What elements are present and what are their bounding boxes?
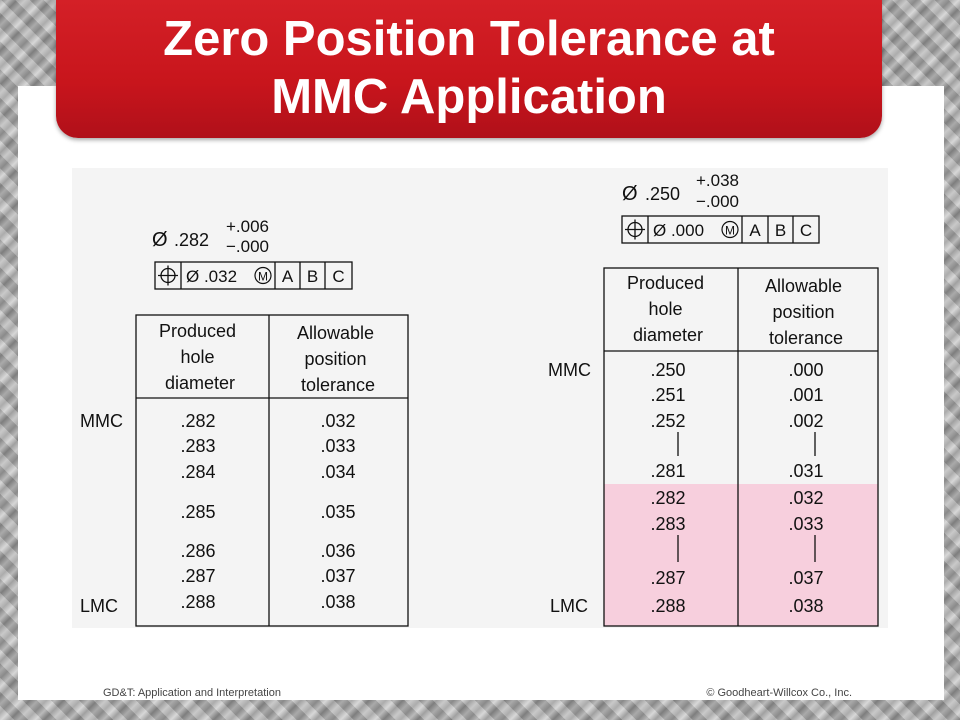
- right-tol-cell: .002: [788, 411, 823, 431]
- diameter-symbol: Ø: [152, 229, 168, 251]
- header-tol-line2: position: [304, 349, 366, 369]
- mmc-label: MMC: [80, 411, 123, 431]
- right-tol-cell: .033: [788, 514, 823, 534]
- upper-tolerance: +.006: [226, 217, 269, 236]
- fcf-tolerance: Ø .000: [653, 221, 704, 240]
- left-hole-cell: .286: [180, 541, 215, 561]
- feature-control-frame: Ø .032 M A B C: [154, 261, 353, 290]
- left-tol-cell: .037: [320, 566, 355, 586]
- left-table: Produced hole diameter Allowable positio…: [80, 314, 409, 627]
- header-tol-line1: Allowable: [297, 323, 374, 343]
- header-hole: Produced hole diameter: [627, 273, 709, 345]
- left-tol-cell: .035: [320, 502, 355, 522]
- lmc-label: LMC: [80, 596, 118, 616]
- left-hole-cell: .282: [180, 411, 215, 431]
- datum-b: B: [775, 221, 786, 240]
- basic-size: .282: [174, 230, 209, 250]
- left-diagram: Ø .282 +.006 −.000 Ø .032 M A B C: [80, 217, 409, 627]
- header-hole-line3: diameter: [165, 373, 235, 393]
- right-hole-cell: .283: [650, 514, 685, 534]
- left-tol-cell: .033: [320, 436, 355, 456]
- upper-tolerance: +.038: [696, 171, 739, 190]
- title-banner: [56, 0, 882, 138]
- right-tol-cell: .038: [788, 596, 823, 616]
- modifier-letter: M: [725, 224, 735, 238]
- fcf-tolerance: Ø .032: [186, 267, 237, 286]
- right-tol-cell: .031: [788, 461, 823, 481]
- datum-c: C: [332, 267, 344, 286]
- right-tol-cell: .032: [788, 488, 823, 508]
- mmc-modifier-icon: M: [721, 220, 739, 239]
- right-tol-cell: .037: [788, 568, 823, 588]
- header-hole-line2: hole: [180, 347, 214, 367]
- title-line-2: MMC Application: [271, 70, 667, 124]
- left-hole-cell: .285: [180, 502, 215, 522]
- header-hole-line2: hole: [648, 299, 682, 319]
- left-tol-cell: .034: [320, 462, 355, 482]
- right-hole-cell: .287: [650, 568, 685, 588]
- lower-tolerance: −.000: [226, 237, 269, 256]
- highlight-band: [604, 484, 878, 626]
- right-tol-cell: .001: [788, 385, 823, 405]
- lmc-label: LMC: [550, 596, 588, 616]
- header-tolerance: Allowable position tolerance: [297, 323, 379, 395]
- feature-control-frame: Ø .000 M A B C: [621, 215, 820, 244]
- diameter-symbol: Ø: [622, 183, 638, 205]
- position-icon: [625, 219, 645, 240]
- right-tol-cell: .000: [788, 360, 823, 380]
- left-tol-cell: .038: [320, 592, 355, 612]
- title-line-1: Zero Position Tolerance at: [163, 12, 775, 66]
- header-hole: Produced hole diameter: [159, 321, 241, 393]
- right-diagram: Ø .250 +.038 −.000 Ø .000 M A B C: [548, 171, 879, 627]
- mmc-modifier-icon: M: [254, 266, 272, 285]
- right-hole-cell: .288: [650, 596, 685, 616]
- left-hole-cell: .284: [180, 462, 215, 482]
- datum-a: A: [282, 267, 294, 286]
- slide-title: Zero Position Tolerance at MMC Applicati…: [56, 10, 882, 126]
- left-hole-cell: .287: [180, 566, 215, 586]
- header-tol-line2: position: [772, 302, 834, 322]
- left-tol-cell: .036: [320, 541, 355, 561]
- left-hole-cell: .288: [180, 592, 215, 612]
- right-hole-cell: .250: [650, 360, 685, 380]
- header-tol-line1: Allowable: [765, 276, 842, 296]
- header-tol-line3: tolerance: [769, 328, 843, 348]
- footer-copyright: © Goodheart-Willcox Co., Inc.: [706, 687, 852, 699]
- modifier-letter: M: [258, 270, 268, 284]
- datum-b: B: [307, 267, 318, 286]
- header-tolerance: Allowable position tolerance: [765, 276, 847, 348]
- right-hole-cell: .281: [650, 461, 685, 481]
- footer-book-title: GD&T: Application and Interpretation: [103, 687, 281, 699]
- right-hole-cell: .252: [650, 411, 685, 431]
- header-hole-line1: Produced: [159, 321, 236, 341]
- right-hole-cell: .251: [650, 385, 685, 405]
- header-hole-line1: Produced: [627, 273, 704, 293]
- lower-tolerance: −.000: [696, 192, 739, 211]
- basic-size: .250: [645, 184, 680, 204]
- left-hole-cell: .283: [180, 436, 215, 456]
- right-table: Produced hole diameter Allowable positio…: [548, 267, 879, 627]
- header-tol-line3: tolerance: [301, 375, 375, 395]
- right-hole-cell: .282: [650, 488, 685, 508]
- datum-c: C: [800, 221, 812, 240]
- datum-a: A: [749, 221, 761, 240]
- mmc-label: MMC: [548, 360, 591, 380]
- position-icon: [158, 265, 178, 286]
- header-hole-line3: diameter: [633, 325, 703, 345]
- left-tol-cell: .032: [320, 411, 355, 431]
